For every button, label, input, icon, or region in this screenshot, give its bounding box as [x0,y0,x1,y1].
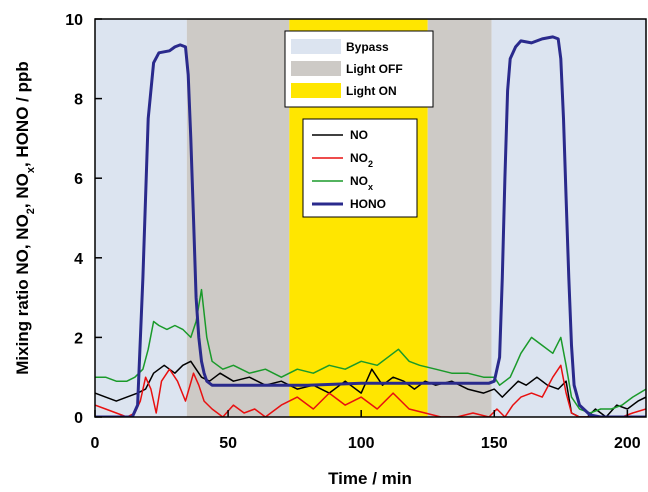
y-tick-label: 4 [74,251,83,268]
series-legend: NO NO2 NOx HONO [302,118,418,218]
series-legend-label: NO2 [350,151,373,169]
series-legend-label: NOx [350,174,373,192]
plot-frame [94,18,647,418]
region-3 [427,19,492,417]
plot-area [94,18,647,418]
region-1 [186,19,290,417]
y-tick-label: 0 [74,410,83,427]
y-tick-label: 2 [74,330,83,347]
region-4 [491,19,646,417]
x-tick-label: 0 [91,435,100,452]
y-axis-title: Mixing ratio NO, NO2, NOx, HONO / ppb [13,61,37,375]
region-legend-swatch [291,39,341,54]
region-legend-label: Light OFF [346,62,403,76]
series-legend-label: HONO [350,197,386,211]
region-legend-label: Light ON [346,84,397,98]
series-legend-label: NO [350,128,368,142]
region-legend-swatch [291,83,341,98]
region-legend-swatch [291,61,341,76]
region-legend-label: Bypass [346,40,389,54]
x-tick-label: 150 [481,435,508,452]
region-legend: Bypass Light OFF Light ON [284,30,434,108]
series-line-no [95,360,646,417]
x-tick-label: 200 [614,435,641,452]
x-axis-title: Time / min [328,469,412,488]
x-axis: 0 50 100 150 200 [91,410,641,452]
y-axis: 0 2 4 6 8 10 [65,12,102,427]
series-line-hono [95,35,646,417]
y-tick-label: 10 [65,12,83,29]
series-line-nox [95,288,646,414]
series-lines [95,35,646,417]
x-tick-label: 100 [348,435,375,452]
y-tick-label: 6 [74,171,83,188]
x-tick-label: 50 [219,435,237,452]
series-line-no2 [95,364,646,417]
background-regions [95,19,646,417]
y-tick-label: 8 [74,92,83,109]
